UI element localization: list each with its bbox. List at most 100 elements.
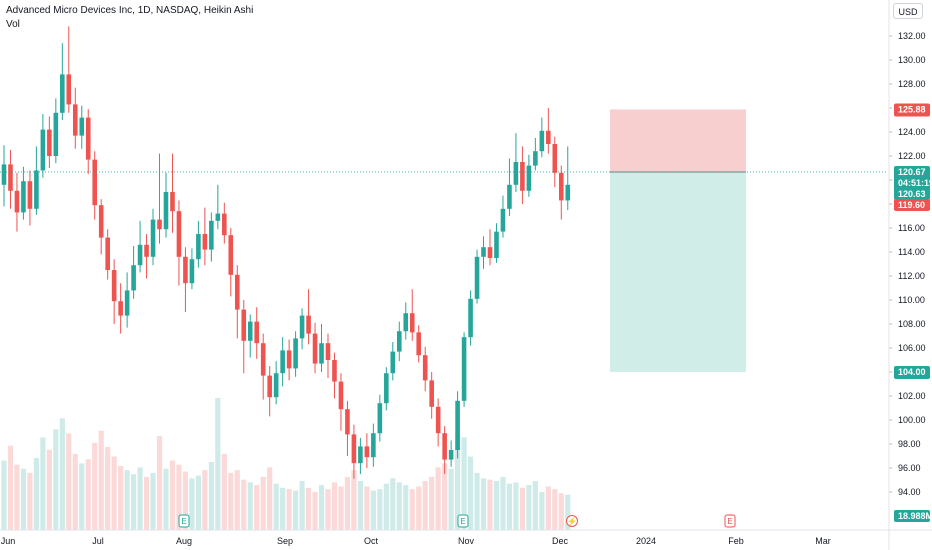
- candle-body: [157, 219, 162, 230]
- volume-bar: [260, 476, 266, 530]
- candle-body: [403, 313, 409, 332]
- entry-price-badge: 119.60: [894, 199, 930, 211]
- candle-body: [222, 213, 227, 236]
- volume-bar: [92, 442, 98, 530]
- volume-bar: [519, 487, 525, 530]
- split-symbol: ⚡: [567, 516, 577, 526]
- volume-bar: [267, 467, 273, 530]
- candle-body: [176, 211, 182, 257]
- candle-body: [474, 256, 480, 299]
- volume-bar: [137, 467, 143, 530]
- candle-body: [105, 237, 110, 270]
- candle-body: [306, 315, 311, 334]
- price-tick-label: 124.00: [898, 127, 926, 137]
- volume-bar: [234, 470, 240, 530]
- candle-body: [416, 332, 422, 356]
- volume-bar: [79, 463, 85, 530]
- volume-bars: [1, 398, 571, 530]
- volume-bar: [331, 482, 338, 530]
- volume-bar: [150, 472, 156, 530]
- price-axis[interactable]: 94.00 96.00 98.00 100.00 102.00 104.00 106.00 1…: [889, 31, 926, 497]
- volume-bar: [273, 483, 279, 530]
- volume-bar: [526, 485, 532, 530]
- volume-bar: [539, 491, 545, 530]
- candle-body: [345, 409, 350, 435]
- volume-bar: [280, 487, 286, 530]
- candle-body: [79, 117, 85, 136]
- price-tick-label: 130.00: [898, 55, 926, 65]
- candle-body: [273, 373, 279, 398]
- current-price-badge-text: 04:51:19: [898, 178, 932, 188]
- volume-bar: [351, 470, 357, 530]
- candle-body: [332, 360, 337, 382]
- event-markers[interactable]: E E ⚡ E: [178, 514, 736, 528]
- time-axis[interactable]: Jun Jul Aug Sep Oct Nov Dec 2024 Feb Mar: [1, 536, 831, 546]
- candle-body: [92, 159, 98, 206]
- earnings-box: [457, 514, 469, 528]
- earnings-event-icon[interactable]: E: [457, 514, 469, 528]
- candle-body: [552, 144, 558, 173]
- stop-price-badge-bg: [894, 103, 930, 117]
- volume-bar: [59, 418, 65, 530]
- time-tick-label: Mar: [815, 536, 831, 546]
- candle-body: [209, 220, 214, 250]
- position-zones[interactable]: [610, 109, 746, 372]
- candle-body: [325, 343, 331, 360]
- volume-bar: [247, 482, 253, 530]
- volume-bar: [1, 460, 7, 530]
- volume-bar: [66, 433, 72, 530]
- candle-body: [481, 247, 486, 257]
- candle-body: [384, 373, 389, 404]
- candle-body: [377, 403, 383, 434]
- candle-body: [507, 184, 512, 209]
- candle-body: [513, 162, 519, 185]
- candle-body: [66, 74, 72, 105]
- earnings-box: [724, 514, 736, 528]
- candles: [1, 26, 571, 479]
- candle-body: [47, 129, 52, 156]
- volume-bar: [442, 463, 448, 530]
- stop-price-badge-text: 125.88: [898, 104, 926, 114]
- price-tick-label: 116.00: [898, 223, 925, 233]
- earnings-symbol: E: [460, 517, 465, 526]
- price-tick-label: 122.00: [898, 151, 926, 161]
- volume-bar: [131, 474, 137, 530]
- candle-body: [494, 231, 499, 258]
- volume-bar: [487, 479, 493, 530]
- volume-bar: [344, 476, 351, 530]
- volume-bar: [241, 479, 247, 530]
- candle-body: [448, 450, 454, 460]
- earnings-event-icon[interactable]: E: [724, 514, 736, 528]
- price-tick-label: 102.00: [898, 391, 926, 401]
- volume-bar: [409, 489, 415, 530]
- stop-price-badge: 125.88: [894, 103, 930, 117]
- volume-bar: [286, 489, 292, 530]
- time-tick-label: Dec: [552, 536, 569, 546]
- stop-loss-zone: [610, 109, 746, 172]
- time-tick-label: Feb: [728, 536, 744, 546]
- volume-bar: [448, 468, 454, 530]
- candle-body: [215, 213, 221, 221]
- candle-body: [526, 165, 532, 191]
- volume-bar: [500, 476, 506, 530]
- candle-body: [435, 406, 441, 434]
- volume-bar: [474, 472, 480, 530]
- target-price-badge-bg: [894, 366, 930, 379]
- currency-button[interactable]: USD: [893, 3, 923, 19]
- earnings-event-icon[interactable]: E: [178, 514, 190, 528]
- price-tick-label: 96.00: [898, 463, 921, 473]
- volume-bar: [565, 494, 571, 530]
- volume-bar: [493, 481, 500, 530]
- candle-body: [286, 350, 292, 369]
- candle-body: [163, 192, 169, 230]
- candle-body: [228, 235, 234, 275]
- candle-body: [358, 446, 363, 464]
- volume-bar: [390, 478, 396, 530]
- candle-body: [565, 184, 571, 201]
- candle-body: [72, 104, 78, 136]
- take-profit-zone: [610, 171, 746, 372]
- split-event-icon[interactable]: ⚡: [566, 515, 578, 527]
